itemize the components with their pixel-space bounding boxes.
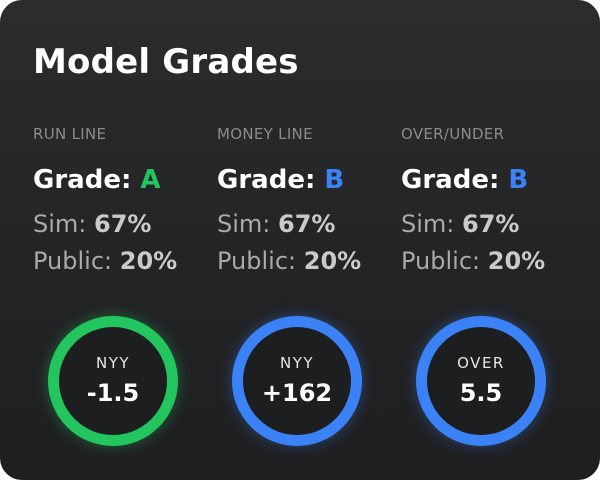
grade-label: Grade:	[401, 165, 500, 195]
pick-team: OVER	[457, 354, 505, 372]
pick-value: -1.5	[86, 379, 140, 407]
sim-label: Sim:	[33, 210, 87, 238]
grade-letter: A	[140, 165, 161, 195]
sim-label: Sim:	[401, 210, 455, 238]
public-value: 20%	[487, 247, 546, 275]
public-label: Public:	[33, 247, 113, 275]
sim-label: Sim:	[217, 210, 271, 238]
pick-team: NYY	[95, 354, 131, 372]
public-value: 20%	[303, 247, 362, 275]
card-title: Model Grades	[33, 42, 299, 82]
public-value: 20%	[119, 247, 178, 275]
market-column-money-line: MONEY LINE Grade: B Sim: 67% Public: 20%…	[217, 0, 407, 480]
pick-ring[interactable]: OVER 5.5	[416, 316, 546, 446]
sim-stat: Sim: 67%	[33, 208, 151, 240]
public-stat: Public: 20%	[217, 245, 361, 277]
grade-label: Grade:	[33, 165, 132, 195]
market-column-over-under: OVER/UNDER Grade: B Sim: 67% Public: 20%…	[401, 0, 591, 480]
grade-line: Grade: B	[217, 162, 344, 198]
grade-label: Grade:	[217, 165, 316, 195]
pick-team: NYY	[279, 354, 315, 372]
public-stat: Public: 20%	[401, 245, 545, 277]
public-label: Public:	[401, 247, 481, 275]
pick-ring[interactable]: NYY -1.5	[48, 316, 178, 446]
grade-letter: B	[508, 165, 529, 195]
grade-line: Grade: B	[401, 162, 528, 198]
pick-ring[interactable]: NYY +162	[232, 316, 362, 446]
market-label: RUN LINE	[33, 125, 107, 143]
sim-value: 67%	[278, 210, 336, 238]
grade-line: Grade: A	[33, 162, 161, 198]
sim-stat: Sim: 67%	[401, 208, 519, 240]
market-label: OVER/UNDER	[401, 125, 505, 143]
pick-value: +162	[261, 379, 333, 407]
sim-value: 67%	[94, 210, 152, 238]
public-stat: Public: 20%	[33, 245, 177, 277]
pick-value: 5.5	[459, 379, 503, 407]
sim-stat: Sim: 67%	[217, 208, 335, 240]
grade-letter: B	[324, 165, 345, 195]
market-column-run-line: RUN LINE Grade: A Sim: 67% Public: 20% N…	[33, 0, 223, 480]
sim-value: 67%	[462, 210, 520, 238]
public-label: Public:	[217, 247, 297, 275]
market-label: MONEY LINE	[217, 125, 313, 143]
